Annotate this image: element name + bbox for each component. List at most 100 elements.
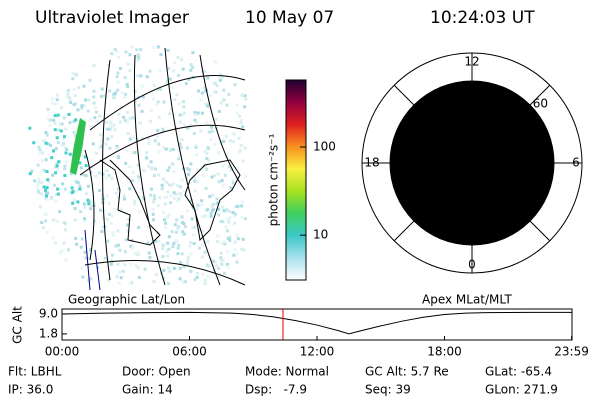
x-tick-label: 06:00 xyxy=(172,345,207,359)
pixel xyxy=(113,47,117,51)
pixel xyxy=(175,218,179,222)
pixel xyxy=(221,184,225,188)
pixel xyxy=(223,173,227,177)
pixel xyxy=(58,210,62,214)
pixel xyxy=(216,172,220,176)
pixel xyxy=(87,98,91,102)
pixel xyxy=(171,162,175,166)
pixel xyxy=(166,48,170,52)
pixel xyxy=(83,98,87,102)
pixel xyxy=(233,240,237,244)
pixel xyxy=(176,252,180,256)
pixel xyxy=(110,253,114,257)
pixel xyxy=(156,100,160,104)
pixel xyxy=(136,58,140,62)
pixel xyxy=(145,151,149,155)
pixel xyxy=(211,203,215,207)
pixel xyxy=(151,218,155,222)
pixel xyxy=(209,256,213,260)
mlt-label: 12 xyxy=(464,55,479,69)
pixel xyxy=(44,158,48,162)
pixel xyxy=(104,169,108,173)
pixel xyxy=(154,167,158,171)
pixel xyxy=(237,114,241,118)
pixel xyxy=(44,131,48,135)
pixel xyxy=(231,178,235,182)
pixel xyxy=(114,244,118,248)
pixel xyxy=(83,217,87,221)
pixel xyxy=(189,252,193,256)
pixel xyxy=(83,205,87,209)
pixel xyxy=(148,255,152,259)
pixel xyxy=(223,271,227,275)
pixel xyxy=(122,115,126,119)
pixel xyxy=(167,247,171,251)
pixel xyxy=(49,143,53,147)
pixel xyxy=(45,194,49,198)
pixel xyxy=(82,202,86,206)
pixel xyxy=(172,170,176,174)
pixel xyxy=(157,204,161,208)
pixel xyxy=(136,266,140,270)
pixel xyxy=(54,171,58,175)
pixel xyxy=(241,159,245,163)
colorbar-tick-label: 10 xyxy=(313,228,328,242)
pixel xyxy=(241,125,245,129)
pixel xyxy=(116,243,120,247)
pixel xyxy=(195,153,199,157)
pixel xyxy=(61,137,65,141)
pixel xyxy=(203,282,207,286)
pixel xyxy=(193,179,197,183)
pixel xyxy=(117,113,121,117)
pixel xyxy=(43,213,47,217)
pixel xyxy=(140,109,144,113)
pixel xyxy=(46,191,50,195)
pixel xyxy=(145,225,149,229)
pixel xyxy=(128,187,132,191)
pixel xyxy=(234,252,238,256)
pixel xyxy=(191,66,195,70)
pixel xyxy=(86,109,90,113)
pixel xyxy=(126,84,130,88)
pixel xyxy=(109,120,113,124)
map-grid xyxy=(79,47,246,291)
pixel xyxy=(131,116,135,120)
pixel xyxy=(192,233,196,237)
pixel xyxy=(203,150,207,154)
pixel xyxy=(157,150,161,154)
pixel xyxy=(187,167,191,171)
status-item: Gain: 14 xyxy=(122,383,173,397)
pixel xyxy=(167,66,171,70)
pixel xyxy=(200,91,204,95)
y-tick-label: 9.0 xyxy=(39,306,58,320)
title: Ultraviolet Imager xyxy=(35,8,189,28)
pixel xyxy=(180,113,184,117)
pixel xyxy=(124,50,128,54)
pixel xyxy=(79,245,83,249)
pixel xyxy=(173,223,177,227)
pixel xyxy=(192,131,196,135)
pixel xyxy=(234,205,238,209)
pixel xyxy=(38,148,42,152)
pixel xyxy=(157,142,161,146)
pixel xyxy=(195,207,199,211)
pixel xyxy=(175,93,179,97)
pixel xyxy=(151,45,155,49)
pixel xyxy=(167,213,171,217)
pixel xyxy=(64,258,68,262)
pixel xyxy=(232,214,236,218)
pixel xyxy=(110,135,114,139)
pixel xyxy=(178,266,182,270)
pixel xyxy=(139,74,143,78)
pixel xyxy=(133,199,137,203)
pixel xyxy=(106,137,110,141)
pixel xyxy=(201,272,205,276)
pixel xyxy=(88,117,92,121)
pixel xyxy=(195,121,199,125)
pixel xyxy=(205,152,209,156)
pixel xyxy=(177,149,181,153)
pixel xyxy=(131,171,135,175)
pixel xyxy=(125,82,129,86)
pixel xyxy=(194,113,198,117)
pixel xyxy=(191,51,195,55)
